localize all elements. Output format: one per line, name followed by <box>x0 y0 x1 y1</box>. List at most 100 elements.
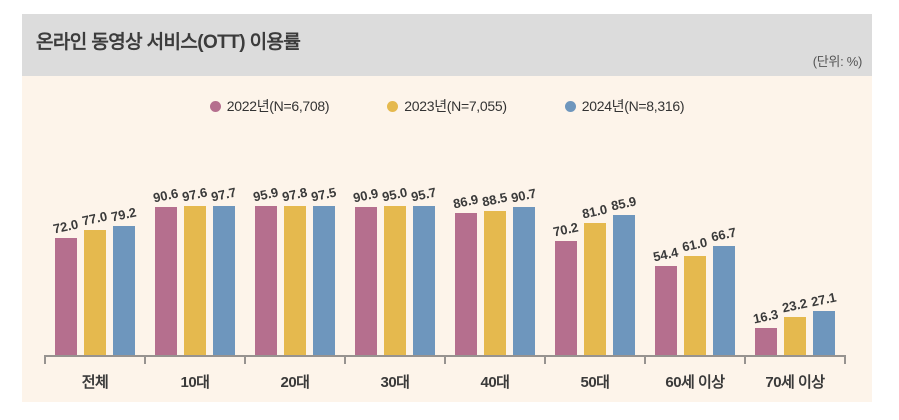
bar-column: 90.9 <box>352 185 380 355</box>
value-label: 27.1 <box>810 289 838 310</box>
legend-dot-icon <box>209 100 221 112</box>
bar <box>213 206 235 355</box>
value-label: 97.7 <box>210 184 238 205</box>
bar-column: 27.1 <box>810 187 838 355</box>
bar-column: 90.6 <box>152 185 180 355</box>
bar-column: 88.5 <box>481 187 509 355</box>
bar <box>313 206 335 355</box>
bar <box>284 206 306 355</box>
bar <box>584 222 606 355</box>
chart-title: 온라인 동영상 서비스(OTT) 이용률 <box>36 32 301 53</box>
value-label: 61.0 <box>681 234 709 255</box>
bar-plot: 72.0 77.0 79.2 90.6 97.6 97.7 95.9 97.8 97.5 90.9… <box>44 184 846 364</box>
bar <box>755 328 777 355</box>
legend-label: 2023년(N=7,055) <box>404 98 507 114</box>
legend-dot-icon <box>564 100 576 112</box>
axis-tick <box>44 355 46 364</box>
bar-group: 90.9 95.0 95.7 <box>345 184 445 355</box>
bar-column: 97.5 <box>310 184 338 355</box>
value-label: 16.3 <box>752 306 780 327</box>
bar-group: 70.2 81.0 85.9 <box>545 187 645 355</box>
bar <box>355 206 377 355</box>
axis-tick <box>144 355 146 364</box>
axis-tick <box>644 355 646 364</box>
bar-column: 90.7 <box>510 186 538 355</box>
bar <box>513 207 535 355</box>
bar-column: 81.0 <box>581 187 609 355</box>
bar-column: 95.7 <box>410 184 438 355</box>
chart-area: 2022년(N=6,708) 2023년(N=7,055) 2024년(N=8,31… <box>22 76 872 402</box>
bar-column: 70.2 <box>552 187 580 355</box>
bar <box>84 229 106 355</box>
category-label: 10대 <box>180 374 211 391</box>
bar-column: 54.4 <box>652 187 680 355</box>
value-label: 79.2 <box>110 204 138 225</box>
value-label: 90.9 <box>352 185 380 206</box>
bar-column: 95.0 <box>381 184 409 355</box>
bar-group: 86.9 88.5 90.7 <box>445 186 545 355</box>
bar <box>413 206 435 355</box>
category-label: 50대 <box>580 374 611 391</box>
category-axis: 전체 10대 20대 30대 40대 50대 60세 이상 70세 이상 <box>45 371 845 392</box>
category-label: 20대 <box>280 374 311 391</box>
bar <box>184 206 206 355</box>
bar <box>113 225 135 355</box>
bar <box>713 246 735 355</box>
bar <box>255 206 277 355</box>
category-label: 40대 <box>480 374 511 391</box>
axis-tick <box>544 355 546 364</box>
category-label: 30대 <box>380 374 411 391</box>
bar-column: 66.7 <box>710 187 738 355</box>
axis-tick <box>844 355 846 364</box>
bar-group: 16.3 23.2 27.1 <box>745 187 845 355</box>
bar-column: 72.0 <box>52 187 80 355</box>
value-label: 97.5 <box>310 184 338 205</box>
value-label: 86.9 <box>452 191 480 212</box>
value-label: 77.0 <box>81 208 109 228</box>
bar <box>784 317 806 355</box>
bar-column: 97.7 <box>210 184 238 355</box>
value-label: 95.7 <box>410 184 438 205</box>
value-label: 90.6 <box>152 185 180 206</box>
value-label: 95.9 <box>252 184 280 205</box>
bar <box>155 207 177 355</box>
bar-column: 79.2 <box>110 187 138 355</box>
bar-group: 72.0 77.0 79.2 <box>45 187 145 355</box>
bar-column: 85.9 <box>610 187 638 355</box>
value-label: 54.4 <box>652 244 680 265</box>
bar <box>813 310 835 355</box>
value-label: 81.0 <box>581 201 609 222</box>
value-label: 66.7 <box>710 224 738 245</box>
legend-item-2023: 2023년(N=7,055) <box>387 96 507 116</box>
bar <box>655 266 677 355</box>
bar <box>55 237 77 355</box>
bar-group: 54.4 61.0 66.7 <box>645 187 745 355</box>
bar-column: 97.8 <box>281 185 309 355</box>
axis-tick <box>344 355 346 364</box>
bar <box>455 213 477 355</box>
value-label: 23.2 <box>781 295 809 316</box>
bar-group: 95.9 97.8 97.5 <box>245 184 345 355</box>
bar <box>684 255 706 355</box>
value-label: 88.5 <box>481 189 509 210</box>
legend-item-2022: 2022년(N=6,708) <box>209 96 330 116</box>
value-label: 97.6 <box>181 184 209 205</box>
bar-column: 61.0 <box>681 187 709 355</box>
legend-dot-icon <box>387 100 399 112</box>
category-label: 70세 이상 <box>765 374 825 391</box>
bar <box>555 240 577 355</box>
bar-column: 95.9 <box>252 184 280 355</box>
legend: 2022년(N=6,708) 2023년(N=7,055) 2024년(N=8,31… <box>22 76 872 116</box>
legend-label: 2022년(N=6,708) <box>226 98 330 114</box>
bar <box>484 210 506 355</box>
bar-column: 77.0 <box>81 187 109 355</box>
bar <box>384 206 406 355</box>
bar-column: 16.3 <box>752 187 780 355</box>
axis-tick <box>444 355 446 364</box>
axis-tick <box>744 355 746 364</box>
chart-title-band: 온라인 동영상 서비스(OTT) 이용률 (단위: %) <box>22 14 872 76</box>
value-label: 70.2 <box>552 219 580 240</box>
bar-column: 23.2 <box>781 187 809 355</box>
legend-label: 2024년(N=8,316) <box>581 98 685 114</box>
value-label: 95.0 <box>381 184 409 205</box>
